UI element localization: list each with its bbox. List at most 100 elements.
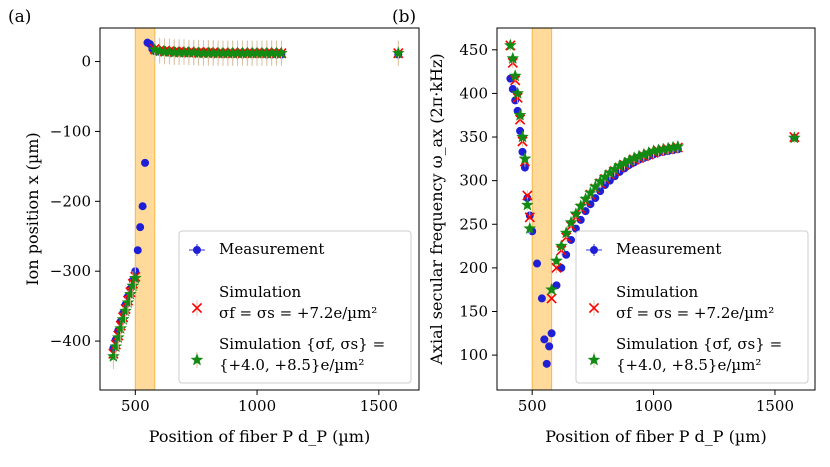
panel-a-ytick-label: 0 — [81, 53, 91, 71]
measurement-point — [557, 263, 566, 272]
measurement-point — [545, 342, 554, 351]
panel-a-ytick-label: −300 — [50, 262, 91, 280]
measurement-point — [136, 223, 145, 232]
panel-a-legend: Measurement Simulation σf = σs = +7.2e/µm²… — [178, 230, 412, 384]
legend-sim-split-marker — [587, 353, 601, 366]
panel-a-ticks: 500 1000 1500 0 −100 −200 −300 −400 — [50, 53, 398, 415]
sim-split-point — [508, 69, 522, 82]
panel-a-ytick-label: −100 — [50, 122, 91, 140]
legend-sim_split-text: Simulation {σf, σs} = — [219, 335, 385, 353]
panel-b-ytick-label: 450 — [459, 41, 488, 59]
panel-b-xtick-label: 1000 — [634, 397, 672, 415]
sim-split-point — [114, 321, 128, 334]
panel-b-ylabel: Axial secular frequency ω_ax (2π·kHz) — [427, 53, 446, 365]
panel-a-ylabel: Ion position x (µm) — [23, 132, 42, 285]
legend-measurement-marker — [590, 245, 599, 254]
panel-b: 500 1000 1500 100 150 200 250 300 350 400 450 Posi… — [427, 27, 816, 446]
panel-a-tag: (a) — [8, 7, 31, 27]
sim-split-point — [550, 254, 563, 267]
sim-split-point — [123, 287, 137, 300]
legend-measurement-text: Measurement — [616, 240, 721, 258]
sim-split-point — [126, 279, 140, 292]
sim-split-point — [106, 349, 120, 362]
legend-measurement-text: Measurement — [219, 240, 324, 258]
sim-split-point — [559, 226, 573, 239]
panel-a-legend-box — [178, 230, 412, 384]
measurement-point — [540, 335, 549, 344]
panel-a-xtick-label: 1000 — [238, 397, 276, 415]
legend-sim-uniform-marker — [191, 302, 203, 314]
sim-split-point — [545, 282, 559, 296]
panel-b-ticks: 500 1000 1500 100 150 200 250 300 350 400 450 — [459, 41, 794, 415]
measurement-point — [133, 246, 142, 255]
measurement-point — [518, 147, 527, 156]
sim-split-point — [564, 215, 578, 229]
sim-split-point — [554, 239, 568, 252]
sim-split-point — [513, 108, 527, 121]
sim-split-point — [274, 46, 288, 59]
panel-a-ytick-label: −200 — [50, 192, 91, 210]
sim-split-point — [516, 130, 529, 143]
sim-split-point — [523, 221, 537, 235]
panel-b-plot-area — [503, 38, 801, 368]
sim-uniform-point — [546, 293, 557, 304]
measurement-point — [533, 259, 542, 268]
sim-split-point — [121, 295, 135, 309]
panel-b-ytick-label: 200 — [459, 259, 488, 277]
sim-split-point — [787, 131, 801, 144]
panel-a-xtick-label: 1500 — [360, 397, 398, 415]
legend-measurement-marker — [192, 245, 201, 254]
legend-sim_split-text: {+4.0, +8.5}e/µm² — [219, 356, 364, 374]
sim-split-point — [518, 152, 532, 165]
panel-b-xtick-label: 500 — [518, 397, 547, 415]
sim-split-point — [111, 330, 125, 344]
panel-a-xtick-label: 500 — [121, 397, 150, 415]
measurement-point — [552, 281, 561, 290]
legend-sim-split-marker — [190, 353, 204, 366]
sim-split-point — [511, 86, 525, 99]
measurement-point — [508, 85, 517, 94]
measurement-point — [542, 359, 551, 368]
legend-sim_split-text: {+4.0, +8.5}e/µm² — [616, 356, 761, 374]
sim-split-point — [671, 139, 685, 153]
sim-split-point — [391, 46, 405, 59]
legend-sim_uniform-text: Simulation — [616, 283, 699, 301]
legend-sim_uniform-text: σf = σs = +7.2e/µm² — [616, 304, 774, 322]
legend-sim_split-text: Simulation {σf, σs} = — [616, 335, 782, 353]
panel-b-legend: Measurement Simulation σf = σs = +7.2e/µm²… — [575, 230, 809, 384]
panel-b-tag: (b) — [392, 7, 416, 27]
sim-split-point — [520, 198, 534, 211]
legend-sim-uniform-marker — [588, 302, 600, 314]
legend-sim_uniform-text: σf = σs = +7.2e/µm² — [219, 304, 377, 322]
panel-b-xlabel: Position of fiber P d_P (µm) — [545, 427, 766, 446]
sim-uniform-point — [524, 212, 535, 223]
measurement-point — [537, 294, 546, 303]
panel-b-ytick-label: 400 — [459, 84, 488, 102]
legend-sim_uniform-text: Simulation — [219, 283, 302, 301]
panel-b-xtick-label: 1500 — [756, 397, 794, 415]
panel-a: 500 1000 1500 0 −100 −200 −300 −400 Position of… — [23, 27, 420, 446]
panel-b-legend-box — [575, 230, 809, 384]
sim-split-point — [109, 339, 123, 353]
panel-b-ytick-label: 250 — [459, 215, 488, 233]
panel-a-ytick-label: −400 — [50, 332, 91, 350]
sim-split-point — [116, 312, 130, 325]
panel-b-series-sim_split — [503, 38, 801, 296]
measurement-point — [567, 235, 576, 244]
panel-b-axes-frame — [496, 27, 816, 391]
measurement-point — [547, 329, 556, 338]
panel-b-ytick-label: 150 — [459, 302, 488, 320]
panel-b-ytick-label: 350 — [459, 128, 488, 146]
sim-split-point — [128, 271, 142, 284]
measurement-point — [141, 158, 150, 167]
panel-a-series-sim_split — [106, 37, 405, 370]
panel-a-axes-frame — [99, 27, 420, 391]
sim-split-point — [119, 304, 133, 317]
panel-b-ytick-label: 300 — [459, 172, 488, 190]
sim-split-point — [503, 38, 517, 51]
sim-split-point — [506, 51, 520, 65]
measurement-point — [138, 202, 147, 211]
panel-a-plot-area — [106, 36, 405, 370]
panel-a-xlabel: Position of fiber P d_P (µm) — [149, 427, 370, 446]
